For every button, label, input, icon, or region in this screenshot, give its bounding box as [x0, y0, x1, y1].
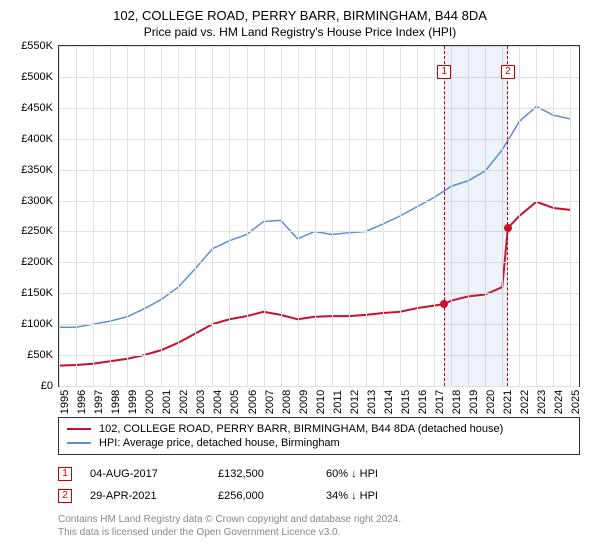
transaction-date: 04-AUG-2017 [90, 468, 200, 480]
transaction-delta: 34% ↓ HPI [326, 490, 436, 502]
y-tick-label: £350K [21, 164, 53, 176]
y-tick-label: £0 [41, 380, 53, 392]
plot-area: £0£50K£100K£150K£200K£250K£300K£350K£400… [58, 45, 580, 387]
legend-swatch [67, 428, 91, 430]
transaction-row: 2 29-APR-2021 £256,000 34% ↓ HPI [58, 485, 580, 507]
y-tick-label: £550K [21, 40, 53, 52]
attribution: Contains HM Land Registry data © Crown c… [58, 513, 580, 539]
legend: 102, COLLEGE ROAD, PERRY BARR, BIRMINGHA… [58, 417, 580, 455]
y-tick-label: £150K [21, 287, 53, 299]
transaction-price: £132,500 [218, 468, 308, 480]
legend-label: 102, COLLEGE ROAD, PERRY BARR, BIRMINGHA… [99, 423, 503, 435]
transaction-index: 1 [58, 467, 72, 481]
band-marker: 1 [437, 65, 451, 79]
highlight-point [440, 300, 448, 308]
y-tick-label: £250K [21, 225, 53, 237]
transaction-price: £256,000 [218, 490, 308, 502]
highlight-point [504, 224, 512, 232]
y-tick-label: £300K [21, 195, 53, 207]
band-marker: 2 [501, 65, 515, 79]
legend-label: HPI: Average price, detached house, Birm… [99, 437, 340, 449]
transactions: 1 04-AUG-2017 £132,500 60% ↓ HPI 2 29-AP… [58, 463, 580, 507]
legend-item: 102, COLLEGE ROAD, PERRY BARR, BIRMINGHA… [67, 422, 571, 436]
transaction-delta: 60% ↓ HPI [326, 468, 436, 480]
y-tick-label: £400K [21, 133, 53, 145]
legend-item: HPI: Average price, detached house, Birm… [67, 436, 571, 450]
y-tick-label: £200K [21, 256, 53, 268]
y-tick-label: £50K [27, 349, 53, 361]
y-tick-label: £500K [21, 71, 53, 83]
transaction-index: 2 [58, 489, 72, 503]
attribution-line: Contains HM Land Registry data © Crown c… [58, 513, 580, 526]
shaded-band [444, 46, 508, 386]
legend-swatch [67, 442, 91, 444]
transaction-date: 29-APR-2021 [90, 490, 200, 502]
y-tick-label: £100K [21, 318, 53, 330]
chart: £0£50K£100K£150K£200K£250K£300K£350K£400… [58, 45, 580, 415]
title-subtitle: Price paid vs. HM Land Registry's House … [14, 25, 586, 39]
title-address: 102, COLLEGE ROAD, PERRY BARR, BIRMINGHA… [14, 8, 586, 23]
transaction-row: 1 04-AUG-2017 £132,500 60% ↓ HPI [58, 463, 580, 485]
y-tick-label: £450K [21, 102, 53, 114]
attribution-line: This data is licensed under the Open Gov… [58, 526, 580, 539]
